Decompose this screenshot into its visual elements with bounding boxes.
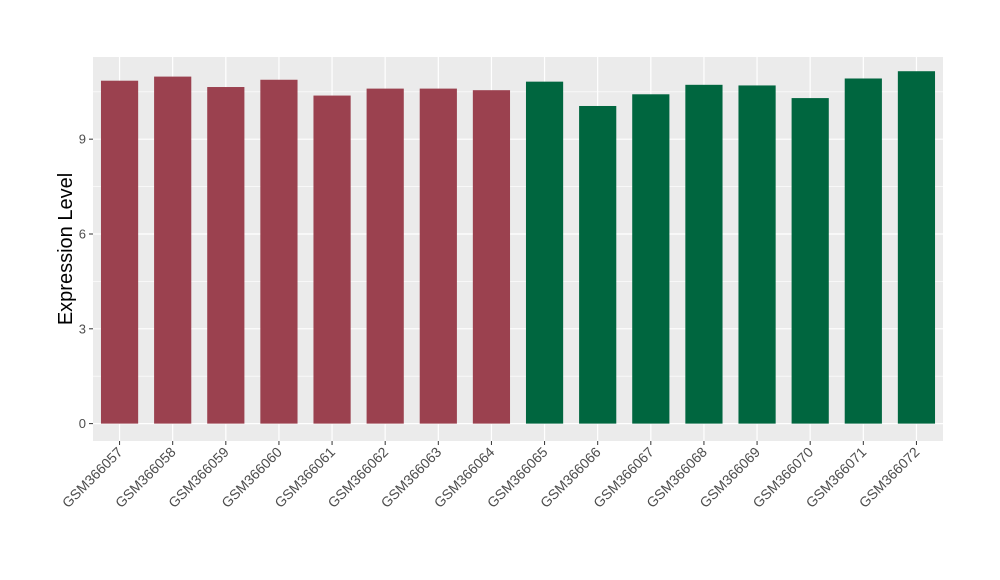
bar-GSM366071 bbox=[844, 78, 882, 424]
bar-GSM366068 bbox=[685, 84, 723, 424]
y-axis-title: Expression Level bbox=[55, 173, 77, 325]
bar-GSM366069 bbox=[738, 85, 776, 424]
y-tick-label: 9 bbox=[79, 132, 86, 147]
bar-GSM366057 bbox=[100, 80, 139, 424]
bars-group bbox=[100, 71, 936, 424]
bar-GSM366065 bbox=[525, 81, 564, 424]
bar-GSM366064 bbox=[472, 90, 511, 424]
bar-GSM366067 bbox=[632, 94, 670, 424]
y-tick-label: 3 bbox=[79, 321, 86, 336]
y-tick-label: 0 bbox=[79, 416, 86, 431]
bar-GSM366062 bbox=[366, 88, 404, 424]
bar-GSM366060 bbox=[260, 79, 298, 424]
bar-GSM366070 bbox=[791, 98, 829, 424]
bar-GSM366059 bbox=[207, 87, 245, 424]
y-tick-label: 6 bbox=[79, 226, 86, 241]
bar-GSM366066 bbox=[579, 105, 617, 424]
bar-GSM366063 bbox=[419, 88, 457, 424]
bar-GSM366072 bbox=[897, 71, 936, 424]
y-axis: 0 3 6 9 bbox=[79, 132, 93, 431]
bar-GSM366061 bbox=[313, 95, 351, 424]
bar-GSM366058 bbox=[154, 76, 192, 424]
x-axis: GSM366057GSM366058GSM366059GSM366060GSM3… bbox=[59, 441, 923, 511]
